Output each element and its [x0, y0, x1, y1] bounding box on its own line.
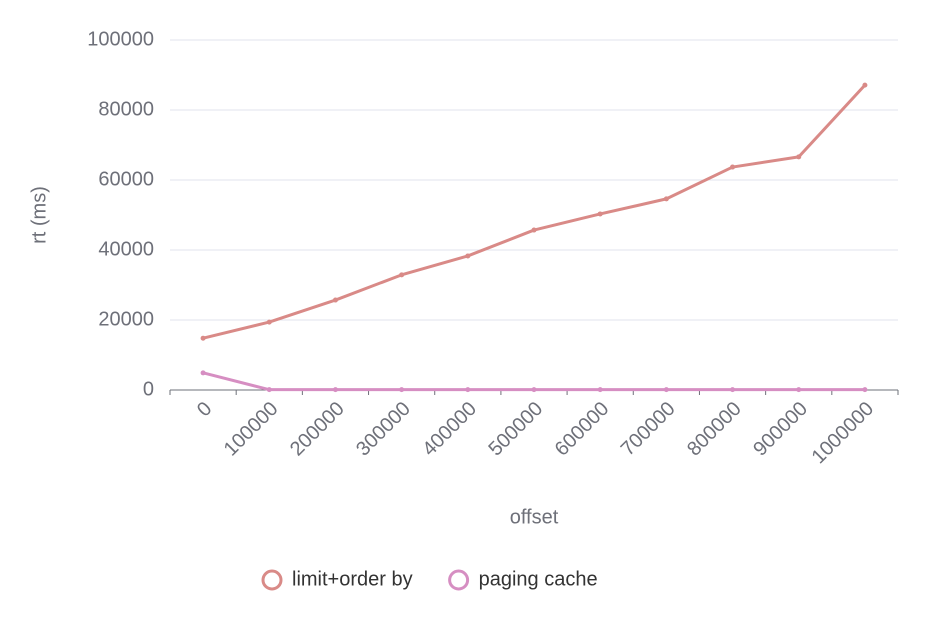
series-line [202, 371, 865, 392]
data-point [597, 211, 603, 217]
legend-label: limit+order by [292, 568, 413, 590]
data-point [597, 387, 603, 393]
legend-label: paging cache [479, 568, 598, 590]
data-point [399, 272, 405, 278]
data-point [266, 319, 272, 325]
y-tick-label: 20000 [98, 308, 154, 330]
x-tick-label: 0 [193, 398, 216, 421]
data-point [465, 387, 471, 393]
x-tick-label: 800000 [683, 398, 746, 461]
x-tick-label: 300000 [352, 398, 415, 461]
y-axis-title: rt (ms) [28, 186, 50, 244]
x-tick-label: 100000 [220, 398, 283, 461]
y-tick-label: 100000 [87, 28, 154, 50]
x-tick-label: 200000 [286, 398, 349, 461]
data-point [862, 82, 868, 88]
legend-item[interactable]: paging cache [448, 568, 598, 591]
legend-item[interactable]: limit+order by [261, 568, 413, 591]
data-point [399, 387, 405, 393]
legend-marker [261, 569, 283, 591]
series-line [202, 84, 867, 340]
data-point [200, 370, 206, 376]
x-tick-label: 600000 [551, 398, 614, 461]
data-point [730, 164, 736, 170]
data-point [663, 196, 669, 202]
data-point [796, 387, 802, 393]
data-point [332, 387, 338, 393]
data-point [663, 387, 669, 393]
data-point [531, 227, 537, 233]
data-point [200, 335, 206, 341]
y-tick-label: 60000 [98, 168, 154, 190]
data-point [332, 297, 338, 303]
data-point [796, 154, 802, 160]
x-axis-title: offset [510, 506, 559, 528]
x-tick-label: 900000 [749, 398, 812, 461]
data-point [465, 253, 471, 259]
data-point [531, 387, 537, 393]
x-tick-label: 400000 [418, 398, 481, 461]
y-tick-label: 0 [143, 378, 154, 400]
y-tick-label: 40000 [98, 238, 154, 260]
x-tick-label: 1000000 [808, 398, 879, 469]
data-point [730, 387, 736, 393]
x-tick-label: 500000 [485, 398, 548, 461]
data-point [862, 387, 868, 393]
y-tick-label: 80000 [98, 98, 154, 120]
x-tick-label: 700000 [617, 398, 680, 461]
data-point [266, 387, 272, 393]
legend-marker [448, 569, 470, 591]
